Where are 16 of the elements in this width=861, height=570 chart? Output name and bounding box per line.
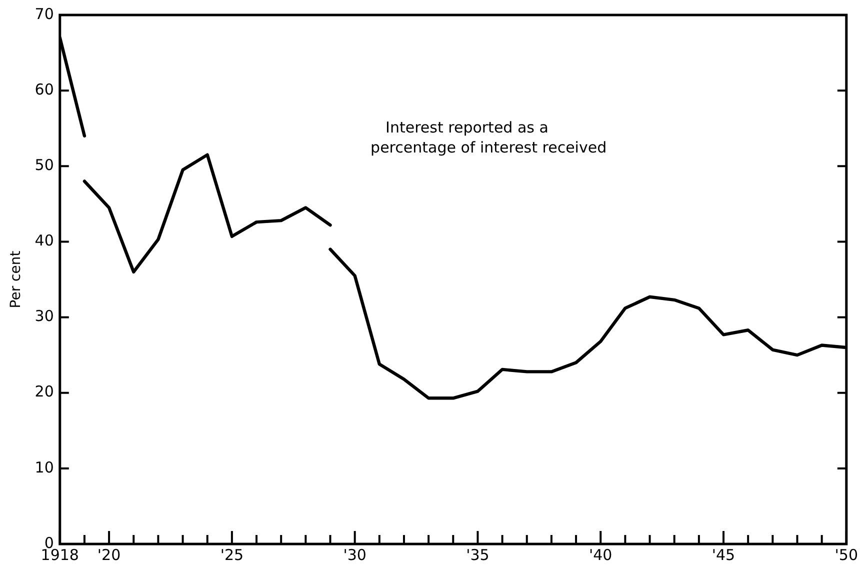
y-tick-label: 70	[34, 4, 54, 23]
y-tick-label: 30	[34, 307, 54, 326]
y-tick-label: 50	[34, 156, 54, 174]
x-tick-label: '40	[589, 546, 612, 564]
x-tick-label: '20	[97, 546, 121, 564]
y-tick-label: 60	[34, 80, 54, 98]
y-axis-title: Per cent	[8, 250, 24, 308]
y-tick-label: 20	[34, 382, 54, 401]
x-tick-label: '35	[466, 546, 490, 564]
x-tick-label: '45	[712, 546, 736, 564]
annotation: Interest reported as a percentage of interest received	[370, 118, 607, 157]
y-tick-label: 40	[34, 232, 54, 250]
x-tick-label: '30	[343, 546, 366, 564]
y-tick-label: 10	[34, 458, 54, 476]
x-tick-label: '50	[834, 546, 858, 564]
x-tick-label: '25	[220, 546, 244, 564]
